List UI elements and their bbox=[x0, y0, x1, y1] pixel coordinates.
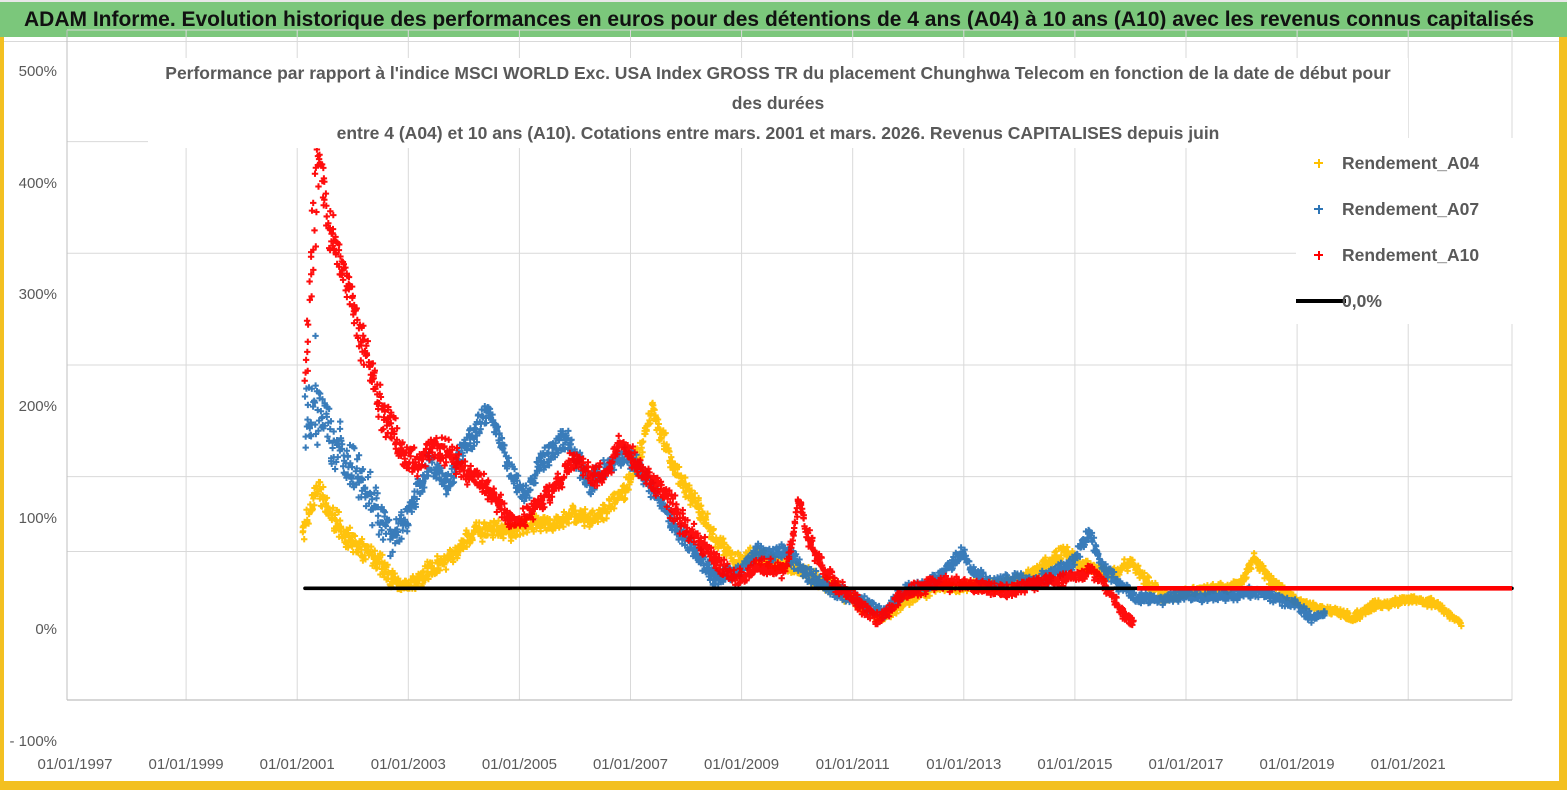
plus-marker-a07-icon bbox=[1314, 204, 1323, 214]
legend-label: Rendement_A07 bbox=[1342, 198, 1480, 219]
legend-label: 0,0% bbox=[1342, 290, 1382, 311]
legend-item-rendement-a04[interactable]: Rendement_A04 bbox=[1296, 140, 1514, 186]
chart-title: Performance par rapport à l'indice MSCI … bbox=[148, 58, 1408, 148]
y-axis-label: 400% bbox=[18, 174, 57, 192]
frame-left-border bbox=[0, 37, 4, 790]
y-axis-label: 0% bbox=[35, 621, 57, 639]
legend-item-rendement-a10[interactable]: Rendement_A10 bbox=[1296, 232, 1514, 278]
report-title: ADAM Informe. Evolution historique des p… bbox=[24, 7, 1535, 31]
x-axis-label: 01/01/2017 bbox=[1148, 756, 1224, 773]
x-axis-label: 01/01/2015 bbox=[1037, 756, 1113, 773]
y-axis-label: 300% bbox=[18, 286, 57, 304]
chart-title-line2: des durées bbox=[731, 93, 825, 113]
header-divider bbox=[0, 41, 1567, 42]
y-axis-label: 200% bbox=[18, 397, 57, 415]
chart-legend: Rendement_A04 Rendement_A07 Rendement_A1… bbox=[1296, 138, 1514, 324]
plus-marker-a04-icon bbox=[1314, 158, 1323, 168]
legend-label: Rendement_A10 bbox=[1342, 244, 1480, 265]
legend-label: Rendement_A04 bbox=[1342, 152, 1480, 173]
chart-title-line1: Performance par rapport à l'indice MSCI … bbox=[165, 63, 1391, 83]
x-axis-label: 01/01/2003 bbox=[370, 756, 446, 773]
x-axis-label: 01/01/2019 bbox=[1259, 756, 1335, 773]
x-axis-label: 01/01/2009 bbox=[704, 756, 780, 773]
legend-item-rendement-a07[interactable]: Rendement_A07 bbox=[1296, 186, 1514, 232]
legend-item-zero-line[interactable]: 0,0% bbox=[1296, 278, 1514, 324]
x-axis-label: 01/01/2021 bbox=[1370, 756, 1446, 773]
chart-title-line3: entre 4 (A04) et 10 ans (A10). Cotations… bbox=[336, 123, 1220, 143]
x-axis-label: 01/01/2013 bbox=[926, 756, 1002, 773]
x-axis-label: 01/01/2001 bbox=[259, 756, 335, 773]
x-axis-label: 01/01/2005 bbox=[481, 756, 557, 773]
y-axis-label: 100% bbox=[18, 509, 57, 527]
performance-chart[interactable]: Performance par rapport à l'indice MSCI … bbox=[4, 29, 1559, 781]
report-header-bar: ADAM Informe. Evolution historique des p… bbox=[0, 2, 1567, 37]
y-axis-label: 500% bbox=[18, 62, 57, 80]
y-axis-label: - 100% bbox=[9, 732, 57, 750]
x-axis-label: 01/01/2011 bbox=[815, 756, 890, 773]
x-axis-label: 01/01/1997 bbox=[37, 756, 113, 773]
frame-right-border bbox=[1559, 37, 1567, 790]
plus-marker-a10-icon bbox=[1314, 250, 1323, 260]
x-axis-label: 01/01/2007 bbox=[592, 756, 669, 773]
frame-bottom-border bbox=[0, 781, 1567, 790]
zero-line-swatch-icon bbox=[1296, 299, 1346, 303]
x-axis-label: 01/01/1999 bbox=[148, 756, 224, 773]
top-border-line bbox=[0, 0, 1567, 2]
